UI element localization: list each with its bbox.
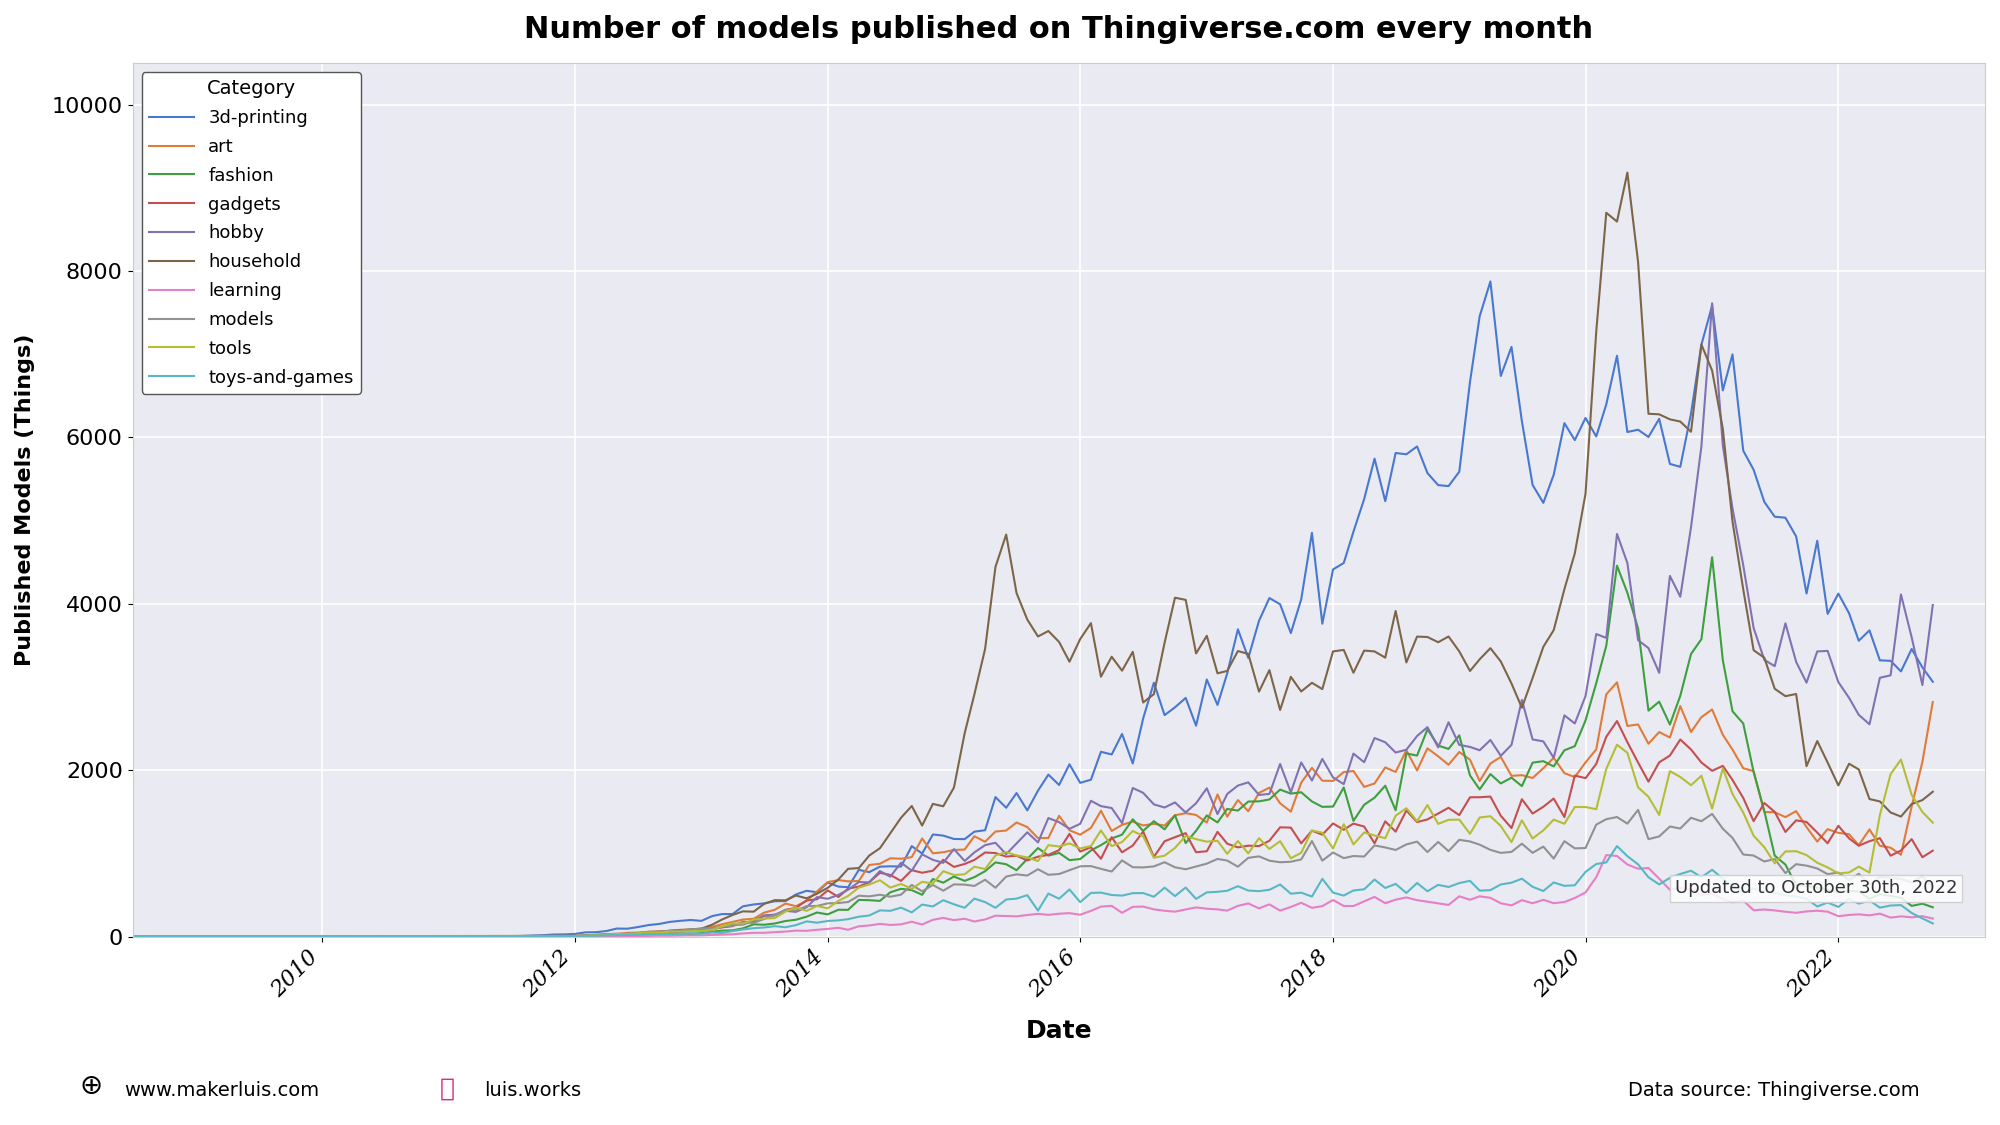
X-axis label: Date: Date — [1026, 1018, 1092, 1043]
Line: 3d-printing: 3d-printing — [70, 281, 1932, 937]
Line: tools: tools — [70, 745, 1932, 937]
Line: toys-and-games: toys-and-games — [70, 846, 1932, 937]
Line: hobby: hobby — [70, 304, 1932, 937]
Line: household: household — [70, 172, 1932, 937]
Legend: 3d-printing, art, fashion, gadgets, hobby, household, learning, models, tools, t: 3d-printing, art, fashion, gadgets, hobb… — [142, 72, 360, 394]
Text: www.makerluis.com: www.makerluis.com — [124, 1081, 320, 1100]
Text: 📷: 📷 — [440, 1077, 456, 1100]
Text: Data source: Thingiverse.com: Data source: Thingiverse.com — [1628, 1081, 1920, 1100]
Text: luis.works: luis.works — [484, 1081, 582, 1100]
Line: models: models — [70, 810, 1932, 937]
Title: Number of models published on Thingiverse.com every month: Number of models published on Thingivers… — [524, 15, 1594, 44]
Line: gadgets: gadgets — [70, 721, 1932, 937]
Line: fashion: fashion — [70, 557, 1932, 937]
Line: art: art — [70, 683, 1932, 937]
Line: learning: learning — [70, 855, 1932, 937]
Text: ⊕: ⊕ — [80, 1072, 104, 1100]
Text: Updated to October 30th, 2022: Updated to October 30th, 2022 — [1674, 880, 1958, 898]
Y-axis label: Published Models (Things): Published Models (Things) — [16, 334, 36, 666]
